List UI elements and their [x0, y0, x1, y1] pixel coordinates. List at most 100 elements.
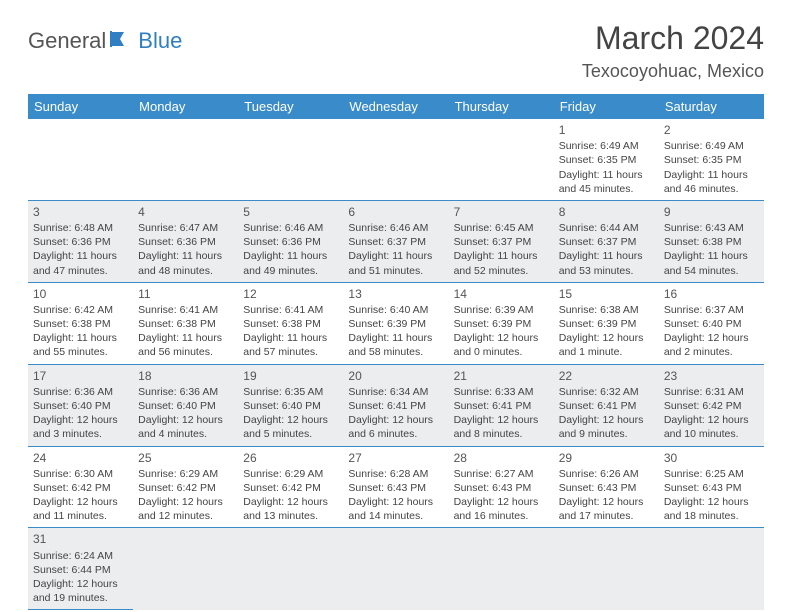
day-info-line: Sunrise: 6:26 AM [559, 467, 654, 481]
day-header: Wednesday [343, 94, 448, 119]
day-info-line: Sunrise: 6:41 AM [243, 303, 338, 317]
day-info-line: Sunrise: 6:40 AM [348, 303, 443, 317]
day-info-line: Daylight: 12 hours [559, 495, 654, 509]
day-info-line: Sunset: 6:37 PM [559, 235, 654, 249]
day-cell: 2Sunrise: 6:49 AMSunset: 6:35 PMDaylight… [659, 119, 764, 200]
day-cell: 16Sunrise: 6:37 AMSunset: 6:40 PMDayligh… [659, 282, 764, 364]
day-info-line: Daylight: 12 hours [348, 413, 443, 427]
day-info-line: Sunrise: 6:29 AM [138, 467, 233, 481]
day-info-line: and 12 minutes. [138, 509, 233, 523]
day-number: 18 [138, 368, 233, 384]
day-info-line: and 5 minutes. [243, 427, 338, 441]
day-number: 23 [664, 368, 759, 384]
day-info-line: Daylight: 12 hours [33, 495, 128, 509]
day-header-row: SundayMondayTuesdayWednesdayThursdayFrid… [28, 94, 764, 119]
empty-cell [238, 528, 343, 610]
day-header: Monday [133, 94, 238, 119]
day-info-line: Sunrise: 6:34 AM [348, 385, 443, 399]
day-info-line: Sunrise: 6:30 AM [33, 467, 128, 481]
day-info-line: Sunrise: 6:41 AM [138, 303, 233, 317]
day-info-line: Sunrise: 6:31 AM [664, 385, 759, 399]
day-number: 31 [33, 531, 128, 547]
day-info-line: Sunset: 6:35 PM [559, 153, 654, 167]
week-row: 10Sunrise: 6:42 AMSunset: 6:38 PMDayligh… [28, 282, 764, 364]
day-info-line: Sunrise: 6:32 AM [559, 385, 654, 399]
day-number: 14 [454, 286, 549, 302]
day-info-line: Sunset: 6:40 PM [664, 317, 759, 331]
day-cell: 14Sunrise: 6:39 AMSunset: 6:39 PMDayligh… [449, 282, 554, 364]
day-info-line: and 19 minutes. [33, 591, 128, 605]
day-info-line: Sunset: 6:39 PM [559, 317, 654, 331]
day-info-line: and 14 minutes. [348, 509, 443, 523]
day-info-line: Daylight: 12 hours [664, 495, 759, 509]
empty-cell [133, 528, 238, 610]
day-info-line: Daylight: 12 hours [559, 413, 654, 427]
day-number: 24 [33, 450, 128, 466]
day-info-line: Daylight: 11 hours [664, 249, 759, 263]
day-info-line: Daylight: 11 hours [243, 331, 338, 345]
day-info-line: Sunset: 6:37 PM [348, 235, 443, 249]
day-cell: 25Sunrise: 6:29 AMSunset: 6:42 PMDayligh… [133, 446, 238, 528]
day-info-line: Daylight: 11 hours [138, 249, 233, 263]
empty-cell [28, 119, 133, 200]
day-info-line: Daylight: 11 hours [243, 249, 338, 263]
day-number: 17 [33, 368, 128, 384]
day-info-line: Daylight: 12 hours [454, 331, 549, 345]
day-info-line: Sunset: 6:38 PM [138, 317, 233, 331]
logo: General Blue [28, 28, 182, 54]
empty-cell [133, 119, 238, 200]
calendar-body: 1Sunrise: 6:49 AMSunset: 6:35 PMDaylight… [28, 119, 764, 610]
day-info-line: Sunset: 6:42 PM [664, 399, 759, 413]
day-number: 25 [138, 450, 233, 466]
day-cell: 5Sunrise: 6:46 AMSunset: 6:36 PMDaylight… [238, 200, 343, 282]
week-row: 1Sunrise: 6:49 AMSunset: 6:35 PMDaylight… [28, 119, 764, 200]
day-cell: 23Sunrise: 6:31 AMSunset: 6:42 PMDayligh… [659, 364, 764, 446]
day-number: 9 [664, 204, 759, 220]
day-number: 6 [348, 204, 443, 220]
day-info-line: Sunrise: 6:46 AM [348, 221, 443, 235]
day-header: Saturday [659, 94, 764, 119]
day-header: Thursday [449, 94, 554, 119]
day-info-line: Daylight: 11 hours [33, 331, 128, 345]
day-cell: 27Sunrise: 6:28 AMSunset: 6:43 PMDayligh… [343, 446, 448, 528]
day-info-line: Daylight: 12 hours [664, 413, 759, 427]
day-cell: 6Sunrise: 6:46 AMSunset: 6:37 PMDaylight… [343, 200, 448, 282]
day-info-line: Daylight: 11 hours [454, 249, 549, 263]
day-info-line: Sunrise: 6:39 AM [454, 303, 549, 317]
day-info-line: Daylight: 11 hours [348, 331, 443, 345]
day-number: 11 [138, 286, 233, 302]
day-info-line: and 46 minutes. [664, 182, 759, 196]
day-info-line: Sunrise: 6:29 AM [243, 467, 338, 481]
day-cell: 11Sunrise: 6:41 AMSunset: 6:38 PMDayligh… [133, 282, 238, 364]
day-info-line: Daylight: 11 hours [348, 249, 443, 263]
empty-cell [449, 119, 554, 200]
day-number: 13 [348, 286, 443, 302]
day-info-line: and 45 minutes. [559, 182, 654, 196]
day-number: 30 [664, 450, 759, 466]
day-number: 21 [454, 368, 549, 384]
day-cell: 17Sunrise: 6:36 AMSunset: 6:40 PMDayligh… [28, 364, 133, 446]
day-number: 22 [559, 368, 654, 384]
location: Texocoyohuac, Mexico [582, 61, 764, 82]
day-info-line: and 53 minutes. [559, 264, 654, 278]
day-number: 15 [559, 286, 654, 302]
day-info-line: and 55 minutes. [33, 345, 128, 359]
month-title: March 2024 [582, 20, 764, 57]
day-info-line: Sunset: 6:38 PM [33, 317, 128, 331]
empty-cell [343, 528, 448, 610]
day-info-line: and 16 minutes. [454, 509, 549, 523]
day-info-line: Sunset: 6:43 PM [559, 481, 654, 495]
day-cell: 12Sunrise: 6:41 AMSunset: 6:38 PMDayligh… [238, 282, 343, 364]
day-info-line: Sunrise: 6:46 AM [243, 221, 338, 235]
empty-cell [238, 119, 343, 200]
day-info-line: Daylight: 11 hours [33, 249, 128, 263]
day-info-line: Sunrise: 6:49 AM [664, 139, 759, 153]
day-number: 27 [348, 450, 443, 466]
day-info-line: and 4 minutes. [138, 427, 233, 441]
day-cell: 31Sunrise: 6:24 AMSunset: 6:44 PMDayligh… [28, 528, 133, 610]
day-info-line: Daylight: 11 hours [138, 331, 233, 345]
day-cell: 9Sunrise: 6:43 AMSunset: 6:38 PMDaylight… [659, 200, 764, 282]
week-row: 17Sunrise: 6:36 AMSunset: 6:40 PMDayligh… [28, 364, 764, 446]
day-number: 28 [454, 450, 549, 466]
day-info-line: Daylight: 12 hours [454, 413, 549, 427]
